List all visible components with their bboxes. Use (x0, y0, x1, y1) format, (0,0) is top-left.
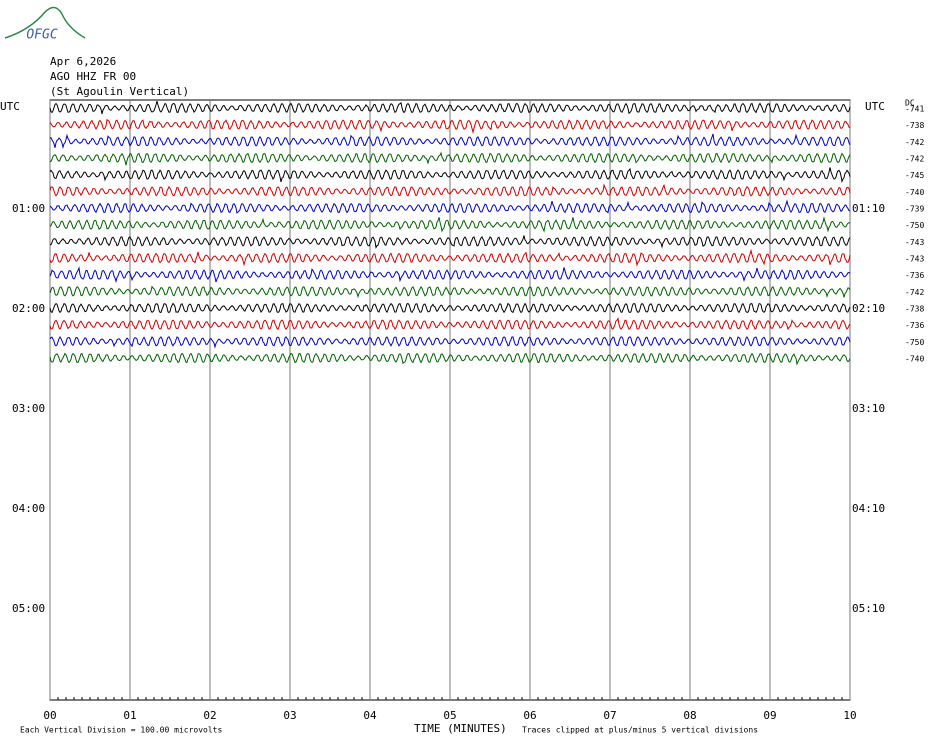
x-tick-label: 01 (123, 709, 136, 722)
right-time-label: 05:10 (852, 602, 885, 615)
x-axis-label: TIME (MINUTES) (414, 722, 507, 735)
dc-value: -743 (905, 238, 924, 247)
x-tick-label: 04 (363, 709, 377, 722)
dc-value: -736 (905, 271, 924, 280)
trace (49, 167, 851, 184)
dc-value: -750 (905, 221, 924, 230)
dc-value: -745 (905, 171, 924, 180)
trace (49, 302, 851, 314)
dc-value: -738 (905, 121, 924, 130)
clip-note: Traces clipped at plus/minus 5 vertical … (522, 726, 758, 735)
right-time-label: 02:10 (852, 302, 885, 315)
trace (49, 133, 851, 150)
left-time-label: 01:00 (12, 202, 45, 215)
trace (49, 151, 851, 166)
logo: OFGC (26, 28, 57, 43)
left-time-label: 05:00 (12, 602, 45, 615)
station: AGO HHZ FR 00 (50, 70, 136, 83)
dc-header: DC (905, 99, 915, 108)
x-tick-label: 07 (603, 709, 616, 722)
trace (49, 216, 851, 233)
x-tick-label: 09 (763, 709, 776, 722)
dc-value: -742 (905, 155, 924, 164)
trace (49, 317, 851, 331)
dc-value: -742 (905, 138, 924, 147)
logo-curve (4, 6, 86, 39)
trace (49, 118, 851, 135)
dc-value: -738 (905, 305, 924, 314)
dc-value: -736 (905, 321, 924, 330)
trace (49, 235, 851, 250)
trace (49, 183, 851, 197)
left-axis-label: UTC (0, 100, 20, 113)
dc-value: -741 (905, 105, 924, 114)
dc-value: -743 (905, 255, 924, 264)
right-time-label: 03:10 (852, 402, 885, 415)
x-tick-label: 06 (523, 709, 536, 722)
left-time-label: 02:00 (12, 302, 45, 315)
location: (St Agoulin Vertical) (50, 85, 189, 98)
right-time-label: 01:10 (852, 202, 885, 215)
dc-value: -740 (905, 355, 924, 364)
trace (49, 352, 851, 366)
x-tick-label: 03 (283, 709, 296, 722)
trace (49, 285, 851, 299)
trace (49, 100, 851, 115)
scale-note: Each Vertical Division = 100.00 microvol… (20, 726, 222, 735)
trace (49, 248, 851, 267)
x-tick-label: 02 (203, 709, 216, 722)
x-tick-label: 10 (843, 709, 856, 722)
left-time-label: 03:00 (12, 402, 45, 415)
trace (49, 266, 851, 284)
dc-value: -740 (905, 188, 924, 197)
x-tick-label: 00 (43, 709, 56, 722)
trace (49, 335, 851, 349)
dc-value: -750 (905, 338, 924, 347)
trace (49, 199, 851, 214)
dc-value: -739 (905, 205, 924, 214)
x-tick-label: 08 (683, 709, 696, 722)
dc-value: -742 (905, 288, 924, 297)
right-axis-label: UTC (865, 100, 885, 113)
date: Apr 6,2026 (50, 55, 116, 68)
right-time-label: 04:10 (852, 502, 885, 515)
x-tick-label: 05 (443, 709, 456, 722)
left-time-label: 04:00 (12, 502, 45, 515)
